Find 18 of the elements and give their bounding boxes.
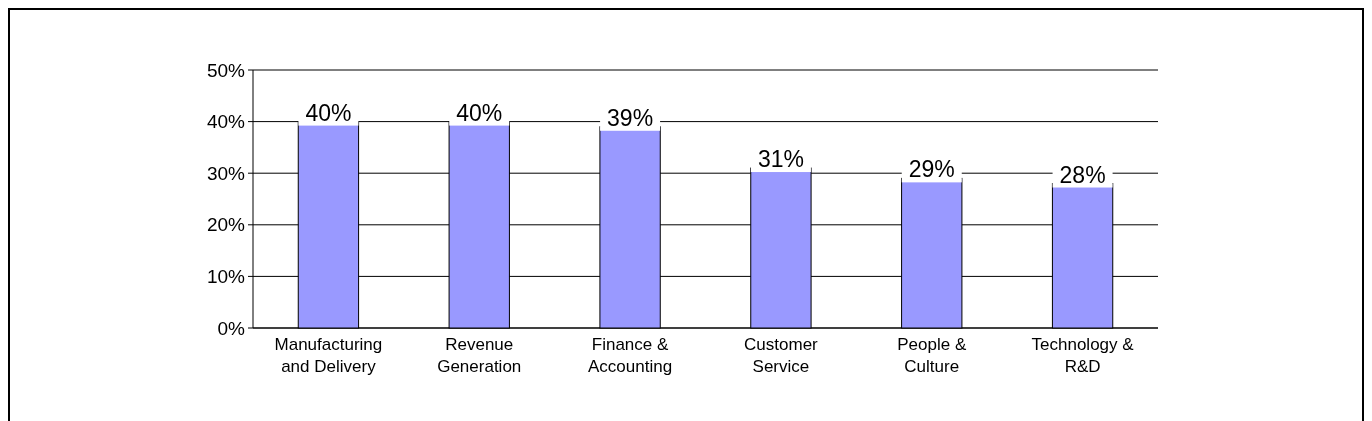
data-label: 28% [1059, 161, 1106, 188]
x-tick-label: Finance & Accounting [588, 335, 673, 376]
data-label: 31% [757, 146, 804, 173]
y-tick-label: 10% [206, 266, 246, 288]
x-tick-label: Technology & R&D [1031, 335, 1135, 376]
x-tick-label: Customer Service [744, 335, 819, 376]
y-tick-label: 0% [217, 317, 246, 339]
y-tick-label: 20% [206, 214, 246, 236]
y-tick-label: 40% [206, 111, 246, 133]
y-tick-label: 30% [206, 162, 246, 184]
x-tick-label: Revenue Generation [437, 335, 522, 376]
data-label: 40% [456, 99, 503, 126]
data-label: 39% [607, 104, 654, 131]
data-label: 29% [908, 156, 955, 183]
x-tick-label: People & Culture [897, 335, 967, 376]
x-tick-label: Manufacturing and Delivery [274, 335, 383, 376]
y-tick-label: 50% [206, 59, 246, 81]
data-label: 40% [305, 99, 352, 126]
